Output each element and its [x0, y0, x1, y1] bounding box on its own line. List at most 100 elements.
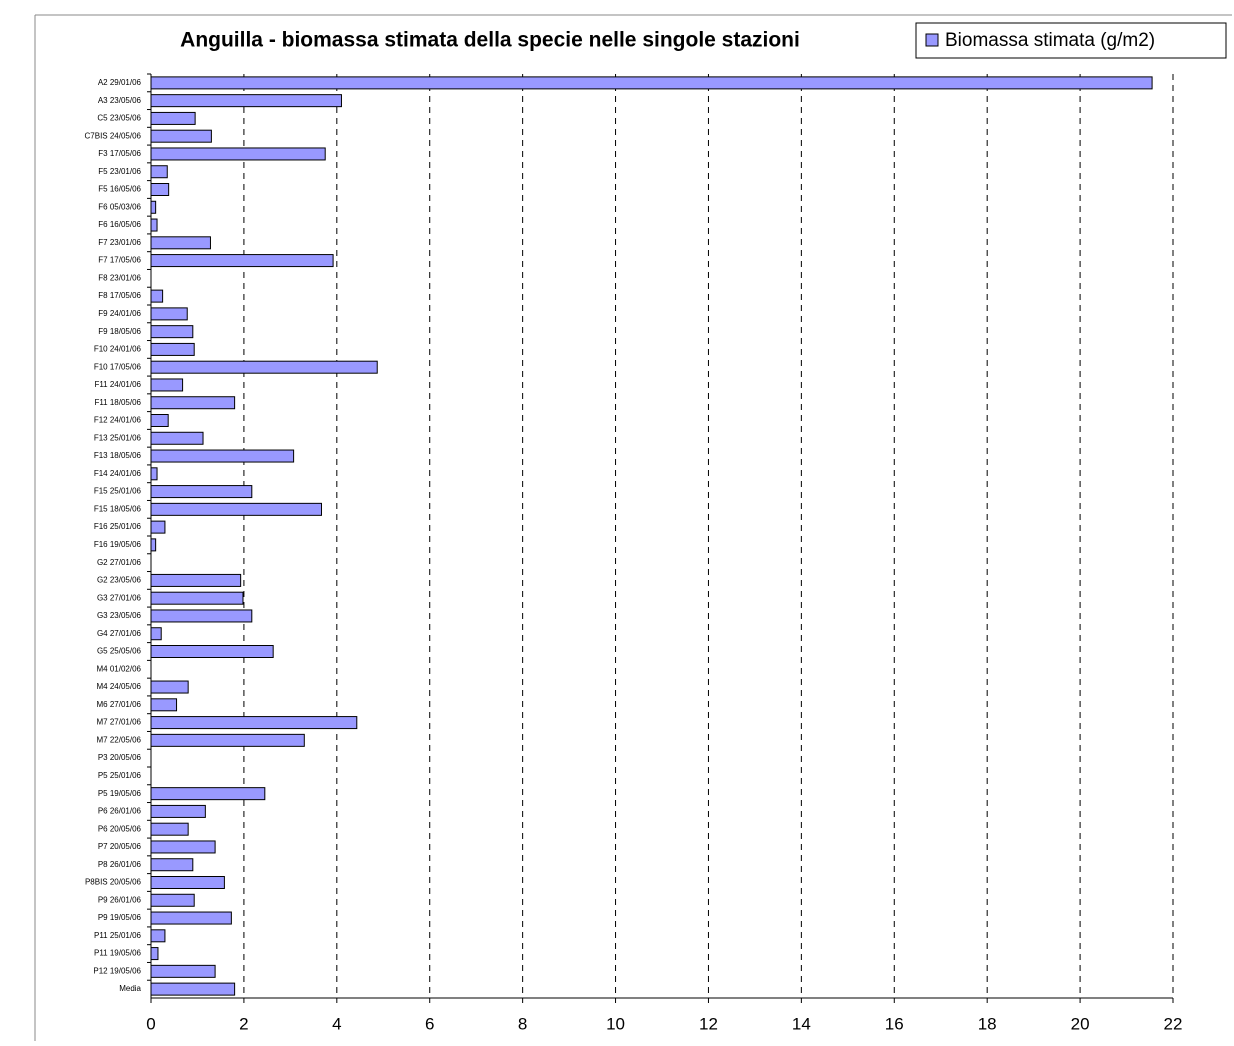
chart-title: Anguilla - biomassa stimata della specie… [180, 29, 800, 52]
y-tick-label: P11 25/01/06 [94, 931, 142, 940]
bar [150, 822, 189, 836]
y-tick-label: P8BIS 20/05/06 [85, 878, 142, 887]
y-tick-label: P6 26/01/06 [98, 807, 142, 816]
y-tick-label: F12 24/01/06 [94, 416, 142, 425]
y-tick-label: G3 27/01/06 [97, 593, 142, 602]
y-tick-label: F15 25/01/06 [94, 487, 142, 496]
y-tick-label: G5 25/05/06 [97, 647, 142, 656]
y-tick-label: G2 27/01/06 [97, 558, 142, 567]
bar [150, 982, 236, 996]
bar [150, 698, 178, 712]
y-tick-label: M4 01/02/06 [97, 664, 142, 673]
bar [150, 342, 195, 356]
y-tick-label: P6 20/05/06 [98, 824, 142, 833]
y-tick-label: P9 19/05/06 [98, 913, 142, 922]
bar [150, 538, 157, 552]
bar [150, 449, 295, 463]
y-tick-label: F16 19/05/06 [94, 540, 142, 549]
x-tick-label: 6 [425, 1014, 434, 1033]
bar [150, 485, 253, 499]
legend-box [915, 22, 1227, 59]
bar [150, 378, 184, 392]
bar [150, 183, 170, 196]
x-tick-label: 8 [518, 1014, 527, 1033]
bar [150, 431, 204, 445]
y-tick-label: M7 27/01/06 [97, 718, 142, 727]
y-tick-label: P7 20/05/06 [98, 842, 142, 851]
bar [150, 165, 168, 179]
bar [150, 645, 274, 658]
y-tick-label: M7 22/05/06 [97, 735, 142, 744]
bar [150, 787, 266, 801]
bar [150, 929, 166, 943]
bar [150, 254, 334, 268]
y-tick-label: F8 17/05/06 [98, 291, 141, 300]
bar [150, 591, 244, 605]
y-tick-label: P8 26/01/06 [98, 860, 142, 869]
bar [150, 573, 242, 587]
bar [150, 129, 212, 143]
bar [150, 414, 169, 427]
y-tick-label: F11 18/05/06 [94, 398, 141, 407]
y-tick-label: P9 26/01/06 [98, 895, 142, 904]
y-tick-label: P3 20/05/06 [98, 753, 142, 762]
legend-swatch [925, 33, 939, 47]
bar [150, 111, 196, 125]
bar [150, 76, 1153, 90]
y-tick-label: F13 25/01/06 [94, 433, 142, 442]
x-tick-label: 18 [978, 1014, 997, 1033]
y-tick-label: P5 19/05/06 [98, 789, 142, 798]
bar [150, 858, 194, 872]
bar [150, 289, 164, 303]
y-tick-label: F10 24/01/06 [94, 345, 142, 354]
bar [150, 627, 162, 641]
bar [150, 733, 305, 747]
legend-label: Biomassa stimata (g/m2) [945, 30, 1155, 51]
y-tick-label: G3 23/05/06 [97, 611, 142, 620]
bar [150, 947, 159, 961]
y-tick-label: P12 19/05/06 [93, 966, 141, 975]
y-tick-label: G2 23/05/06 [97, 576, 142, 585]
bar [150, 840, 216, 854]
y-tick-label: F6 16/05/06 [98, 220, 141, 229]
bar [150, 609, 253, 623]
y-tick-label: P11 19/05/06 [94, 949, 142, 958]
bar [150, 360, 378, 374]
x-tick-label: 0 [146, 1014, 155, 1033]
y-tick-label: F11 24/01/06 [94, 380, 141, 389]
y-tick-label: F7 23/01/06 [98, 238, 141, 247]
y-tick-label: F7 17/05/06 [98, 256, 141, 265]
y-tick-label: F14 24/01/06 [94, 469, 142, 478]
y-tick-label: P5 25/01/06 [98, 771, 142, 780]
y-tick-label: F5 16/05/06 [98, 185, 141, 194]
bar [150, 502, 322, 516]
bar [150, 876, 225, 889]
x-tick-label: 12 [699, 1014, 718, 1033]
y-tick-label: A3 23/05/06 [98, 96, 142, 105]
y-tick-label: F6 05/03/06 [98, 202, 141, 211]
bar [150, 716, 358, 730]
y-tick-label: F10 17/05/06 [94, 362, 142, 371]
y-tick-label: A2 29/01/06 [98, 78, 142, 87]
bar [150, 680, 189, 694]
y-tick-label: M6 27/01/06 [97, 700, 142, 709]
bar [150, 804, 206, 818]
x-tick-label: 22 [1164, 1014, 1183, 1033]
y-tick-label: F9 18/05/06 [98, 327, 141, 336]
x-tick-label: 16 [885, 1014, 904, 1033]
x-tick-label: 2 [239, 1014, 248, 1033]
y-tick-label: F15 18/05/06 [94, 504, 142, 513]
bar [150, 396, 236, 410]
x-tick-label: 10 [606, 1014, 625, 1033]
bar [150, 964, 216, 978]
x-tick-label: 14 [792, 1014, 811, 1033]
bar [150, 893, 195, 907]
y-tick-label: F16 25/01/06 [94, 522, 142, 531]
y-tick-label: Media [119, 984, 141, 993]
y-tick-label: F9 24/01/06 [98, 309, 141, 318]
bar [150, 147, 326, 161]
x-tick-label: 20 [1071, 1014, 1090, 1033]
bar [150, 325, 194, 339]
y-tick-label: F13 18/05/06 [94, 451, 142, 460]
